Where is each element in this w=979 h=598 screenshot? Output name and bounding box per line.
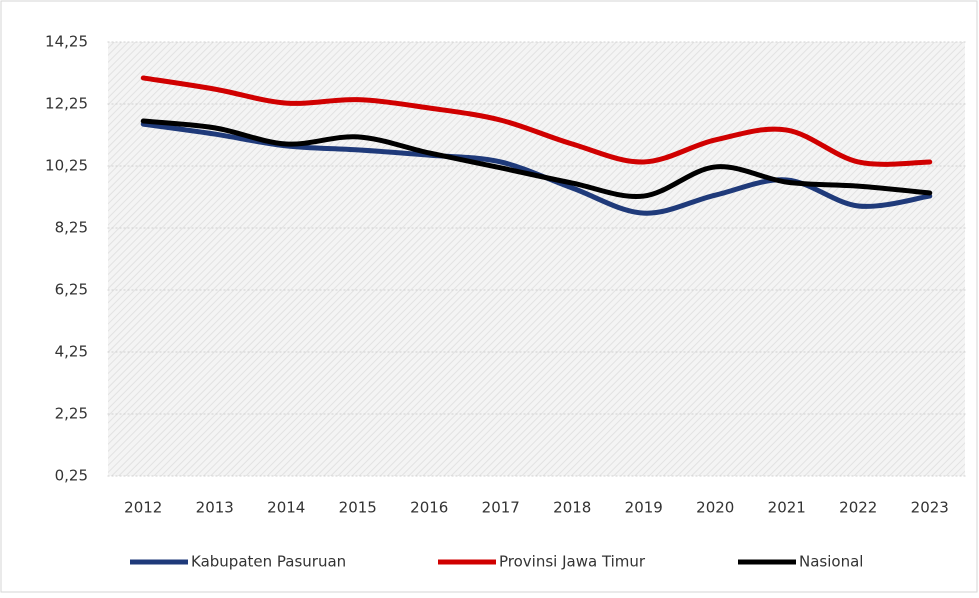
x-tick-label: 2022	[839, 499, 877, 517]
x-tick-label: 2016	[410, 499, 448, 517]
line	[140, 75, 933, 167]
x-tick-label: 2017	[482, 499, 520, 517]
plot-area	[108, 42, 965, 476]
line	[140, 118, 933, 199]
y-tick-label: 4,25	[55, 343, 88, 361]
y-tick-label: 6,25	[55, 281, 88, 299]
y-tick-label: 10,25	[45, 157, 88, 175]
legend-label: Provinsi Jawa Timur	[499, 553, 646, 571]
x-tick-label: 2018	[553, 499, 591, 517]
x-tick-label: 2019	[625, 499, 663, 517]
x-tick-label: 2023	[911, 499, 949, 517]
x-tick-label: 2021	[768, 499, 806, 517]
legend-label: Nasional	[799, 553, 863, 571]
y-tick-label: 8,25	[55, 219, 88, 237]
x-tick-label: 2012	[124, 499, 162, 517]
x-tick-label: 2015	[339, 499, 377, 517]
y-tick-label: 2,25	[55, 405, 88, 423]
y-tick-label: 0,25	[55, 467, 88, 485]
y-tick-label: 12,25	[45, 95, 88, 113]
y-tick-label: 14,25	[45, 33, 88, 51]
x-tick-label: 2020	[696, 499, 734, 517]
x-tick-label: 2013	[196, 499, 234, 517]
legend-label: Kabupaten Pasuruan	[191, 553, 346, 571]
x-tick-label: 2014	[267, 499, 305, 517]
